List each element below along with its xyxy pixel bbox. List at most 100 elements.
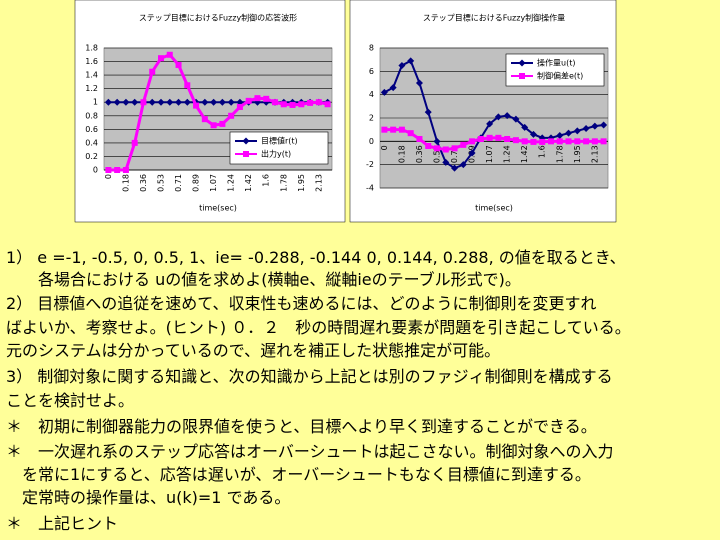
marker	[122, 167, 129, 173]
x-tick-label: 1.78	[279, 174, 288, 192]
x-tick-label: 0.89	[192, 174, 201, 192]
marker	[548, 138, 554, 145]
marker	[442, 146, 449, 153]
legend-label: 目標値r(t)	[261, 136, 298, 146]
legend-label: 出力y(t)	[261, 149, 291, 159]
marker	[574, 138, 581, 145]
legend-marker	[243, 151, 249, 157]
x-axis-label: time(sec)	[475, 204, 513, 213]
marker	[315, 99, 322, 106]
marker	[175, 98, 183, 106]
text-line: 2） 目標値への追従を速めて、収束性も速めるには、どのように制御則を変更すれ	[6, 294, 597, 313]
marker	[583, 138, 590, 145]
marker	[591, 138, 598, 145]
legend-marker	[519, 73, 525, 79]
marker	[201, 116, 208, 123]
marker	[228, 112, 235, 119]
marker	[148, 98, 156, 106]
x-tick-label: 0.18	[397, 145, 406, 163]
text-line: ばよいか、考察せよ。(ヒント) ０．２ 秒の時間遅れ要素が問題を引き起こしている…	[6, 318, 631, 337]
x-tick-label: 1.6	[262, 174, 271, 187]
marker	[183, 98, 191, 106]
y-tick-label: 1.6	[85, 57, 98, 66]
text-line: 1） e =-1, -0.5, 0, 0.5, 1、ie= -0.288, -0…	[6, 248, 626, 267]
chart-title: ステップ目標におけるFuzzy制御操作量	[423, 13, 565, 23]
marker	[521, 123, 529, 131]
marker	[210, 122, 217, 129]
marker	[122, 98, 130, 106]
legend-marker	[518, 59, 526, 67]
x-tick-label: 0.71	[450, 145, 459, 163]
marker	[157, 98, 165, 106]
marker	[193, 102, 200, 109]
marker	[324, 101, 331, 108]
marker	[529, 130, 537, 138]
marker	[600, 138, 607, 145]
y-tick-label: -2	[366, 160, 374, 169]
marker	[272, 99, 278, 106]
marker	[459, 161, 467, 169]
marker	[469, 138, 476, 145]
marker	[503, 112, 511, 120]
marker	[512, 137, 519, 144]
x-tick-label: 1.07	[485, 145, 494, 163]
y-tick-label: 2	[369, 114, 374, 123]
charts: ステップ目標におけるFuzzy制御の応答波形 0 0.2 0.4 0.6 0.8 1 1.2 1…	[74, 0, 617, 223]
marker	[380, 88, 388, 96]
y-tick-label: 1.8	[85, 44, 98, 53]
y-tick-label: 0.6	[85, 125, 98, 134]
text-line: ＊ 初期に制御器能力の限界値を使うと、目標へより早く到達することができる。	[6, 417, 597, 436]
marker	[460, 141, 467, 148]
x-tick-label: 1.24	[227, 174, 236, 192]
marker	[573, 127, 581, 135]
text-line: ＊ 一次遅れ系のステップ応答はオーバーシュートは起こさない。制御対象への入力	[6, 442, 614, 461]
marker	[582, 125, 590, 132]
x-axis-label: time(sec)	[199, 204, 237, 213]
marker	[381, 126, 388, 133]
marker	[398, 62, 406, 69]
legend-marker	[242, 137, 250, 145]
marker	[218, 98, 226, 106]
marker	[424, 108, 432, 116]
marker	[494, 113, 502, 121]
text-line: 定常時の操作量は、u(k)=1 である。	[6, 488, 291, 507]
marker	[556, 138, 563, 145]
marker	[390, 126, 397, 133]
marker	[451, 164, 459, 172]
marker	[210, 98, 218, 106]
x-tick-label: 0	[380, 145, 389, 150]
marker	[451, 145, 458, 152]
marker	[219, 120, 226, 127]
marker	[504, 136, 511, 142]
x-tick-label: 1.95	[297, 174, 306, 192]
marker	[158, 55, 164, 62]
x-tick-label: 0	[104, 174, 113, 179]
x-tick-label: 1.42	[244, 174, 253, 192]
marker	[565, 138, 572, 145]
marker	[131, 98, 139, 106]
marker	[530, 138, 537, 145]
x-tick-label: 0.53	[157, 174, 166, 192]
x-tick-label: 1.6	[538, 145, 547, 158]
marker	[184, 82, 191, 89]
x-tick-label: 0.53	[433, 145, 442, 163]
marker	[175, 61, 182, 68]
marker	[416, 136, 423, 142]
marker	[415, 79, 423, 87]
x-tick-label: 2.13	[590, 145, 599, 163]
y-tick-label: 1.2	[85, 84, 98, 93]
chart-title: ステップ目標におけるFuzzy制御の応答波形	[139, 13, 297, 23]
marker	[425, 143, 432, 149]
text-line: ＊ 上記ヒント	[6, 514, 119, 533]
text-line: 元のシステムは分かっているので、遅れを補正した状態推定が可能。	[6, 341, 501, 360]
marker	[149, 68, 156, 75]
marker	[166, 98, 174, 106]
marker	[227, 98, 235, 106]
marker	[600, 121, 608, 129]
marker	[307, 99, 314, 106]
x-tick-label: 0.36	[415, 145, 424, 163]
x-tick-label: 1.95	[573, 145, 582, 163]
marker	[407, 130, 414, 137]
marker	[140, 99, 147, 106]
marker	[114, 167, 121, 173]
